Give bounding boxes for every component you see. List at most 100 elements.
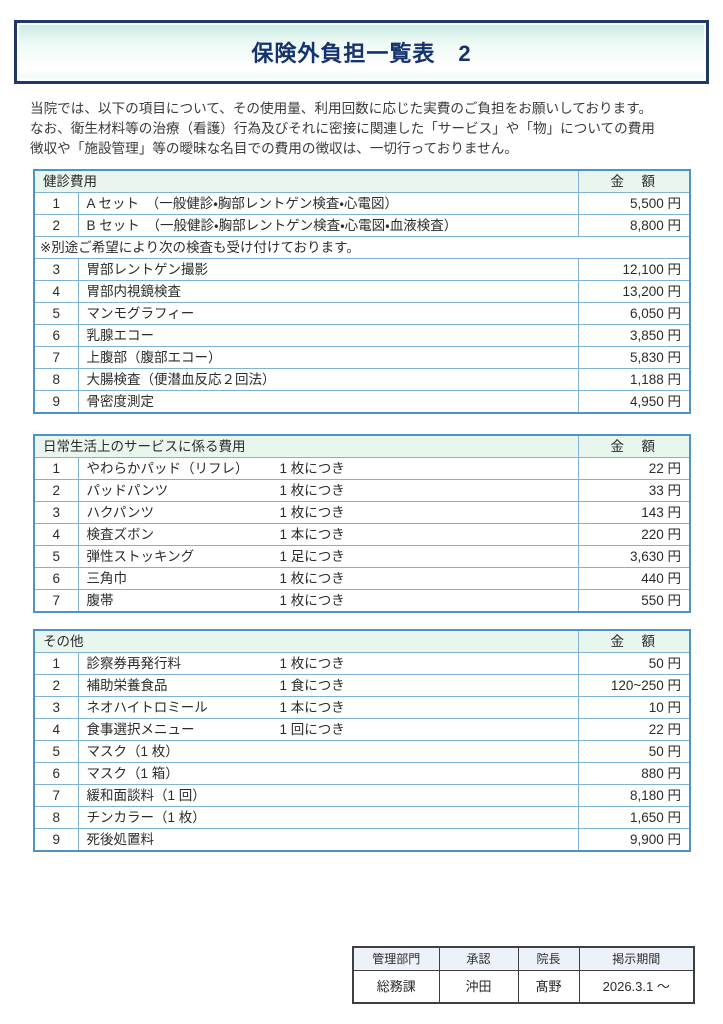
row-item: 骨密度測定 bbox=[77, 390, 579, 414]
title-banner: 保険外負担一覧表 2 bbox=[14, 20, 709, 84]
checkup-fee-table: 健診費用 金 額 1 A セット （一般健診・胸部レントゲン検査・心電図） 5,… bbox=[33, 169, 691, 414]
item-name: 弾性ストッキング bbox=[86, 549, 195, 564]
item-name: 腹帯 bbox=[86, 593, 114, 608]
item-unit: 1 本につき bbox=[279, 527, 345, 542]
row-item: マンモグラフィー bbox=[77, 302, 579, 325]
table-title: 健診費用 bbox=[33, 169, 579, 193]
table-row: 1 やわらかパッド（リフレ） 1 枚につき 22 円 bbox=[33, 457, 691, 480]
row-item: 胃部内視鏡検査 bbox=[77, 280, 579, 303]
row-amount: 13,200 円 bbox=[577, 280, 691, 303]
row-item: パッドパンツ 1 枚につき bbox=[77, 479, 579, 502]
row-number: 1 bbox=[33, 192, 79, 215]
row-number: 6 bbox=[33, 762, 79, 785]
row-amount: 50 円 bbox=[577, 740, 691, 763]
table-row: 4 胃部内視鏡検査 13,200 円 bbox=[33, 280, 691, 303]
row-amount: 3,850 円 bbox=[577, 324, 691, 347]
intro-line: 徴収や「施設管理」等の曖昧な名目での費用の徴収は、一切行っておりません。 bbox=[30, 141, 518, 156]
table-row: 5 マンモグラフィー 6,050 円 bbox=[33, 302, 691, 325]
row-amount: 5,500 円 bbox=[577, 192, 691, 215]
row-item: やわらかパッド（リフレ） 1 枚につき bbox=[77, 457, 579, 480]
item-name: 補助栄養食品 bbox=[86, 678, 168, 693]
item-name: ハクパンツ bbox=[86, 505, 155, 520]
item-name: ネオハイトロミール bbox=[86, 700, 208, 715]
row-number: 4 bbox=[33, 280, 79, 303]
row-item: 緩和面談料（1 回） bbox=[77, 784, 579, 807]
row-number: 8 bbox=[33, 368, 79, 391]
row-number: 4 bbox=[33, 523, 79, 546]
daily-service-fee-table: 日常生活上のサービスに係る費用 金 額 1 やわらかパッド（リフレ） 1 枚につき… bbox=[33, 434, 691, 613]
item-unit: 1 枚につき bbox=[279, 593, 345, 608]
row-item: 胃部レントゲン撮影 bbox=[77, 258, 579, 281]
row-number: 7 bbox=[33, 589, 79, 613]
row-amount: 22 円 bbox=[577, 718, 691, 741]
item-name: チンカラー（1 枚） bbox=[86, 810, 206, 825]
approval-period: 2026.3.1 ～ bbox=[578, 970, 695, 1004]
row-amount: 22 円 bbox=[577, 457, 691, 480]
row-item: チンカラー（1 枚） bbox=[77, 806, 579, 829]
table-row: 3 ネオハイトロミール 1 本につき 10 円 bbox=[33, 696, 691, 719]
item-name: 検査ズボン bbox=[86, 527, 155, 542]
row-amount: 9,900 円 bbox=[577, 828, 691, 852]
row-amount: 143 円 bbox=[577, 501, 691, 524]
row-amount: 220 円 bbox=[577, 523, 691, 546]
row-number: 4 bbox=[33, 718, 79, 741]
approval-header-approved: 承認 bbox=[438, 946, 519, 971]
item-unit: 1 食につき bbox=[279, 678, 345, 693]
table-row: 6 乳腺エコー 3,850 円 bbox=[33, 324, 691, 347]
item-unit: 1 本につき bbox=[279, 700, 345, 715]
table-row: 7 上腹部（腹部エコー） 5,830 円 bbox=[33, 346, 691, 369]
item-name: パッドパンツ bbox=[86, 483, 169, 498]
item-unit: 1 枚につき bbox=[279, 505, 345, 520]
row-item: B セット （一般健診・胸部レントゲン検査・心電図・血液検査） bbox=[77, 214, 579, 237]
row-number: 6 bbox=[33, 567, 79, 590]
row-amount: 1,650 円 bbox=[577, 806, 691, 829]
table-row: 1 診察券再発行料 1 枚につき 50 円 bbox=[33, 652, 691, 675]
row-number: 3 bbox=[33, 501, 79, 524]
approval-header-department: 管理部門 bbox=[352, 946, 440, 971]
row-number: 5 bbox=[33, 302, 79, 325]
table-row: 9 骨密度測定 4,950 円 bbox=[33, 390, 691, 414]
item-unit: 1 枚につき bbox=[279, 656, 345, 671]
row-number: 9 bbox=[33, 390, 79, 414]
row-item: 検査ズボン 1 本につき bbox=[77, 523, 579, 546]
row-amount: 50 円 bbox=[577, 652, 691, 675]
item-name: マスク（1 箱） bbox=[86, 766, 179, 781]
table-row: 2 パッドパンツ 1 枚につき 33 円 bbox=[33, 479, 691, 502]
approval-director-name: 髙野 bbox=[517, 970, 580, 1004]
row-item: ハクパンツ 1 枚につき bbox=[77, 501, 579, 524]
table-note-row: ※別途ご希望により次の検査も受け付けております。 bbox=[33, 236, 691, 259]
table-header-row: その他 金 額 bbox=[33, 629, 691, 653]
row-amount: 4,950 円 bbox=[577, 390, 691, 414]
item-unit: 1 回につき bbox=[279, 722, 345, 737]
amount-header: 金 額 bbox=[577, 169, 691, 193]
table-title: その他 bbox=[33, 629, 579, 653]
row-amount: 10 円 bbox=[577, 696, 691, 719]
row-item: 食事選択メニュー 1 回につき bbox=[77, 718, 579, 741]
table-row: 5 弾性ストッキング 1 足につき 3,630 円 bbox=[33, 545, 691, 568]
approval-value-row: 総務課 沖田 髙野 2026.3.1 ～ bbox=[352, 970, 695, 1004]
item-name: 診察券再発行料 bbox=[86, 656, 182, 671]
amount-header: 金 額 bbox=[577, 434, 691, 458]
table-header-row: 健診費用 金 額 bbox=[33, 169, 691, 193]
row-item: 死後処置料 bbox=[77, 828, 579, 852]
other-fee-table: その他 金 額 1 診察券再発行料 1 枚につき 50 円 2 補助栄養食品 1 食… bbox=[33, 629, 691, 852]
row-number: 2 bbox=[33, 674, 79, 697]
table-row: 2 補助栄養食品 1 食につき 120~250 円 bbox=[33, 674, 691, 697]
table-row: 9 死後処置料 9,900 円 bbox=[33, 828, 691, 852]
approval-header-row: 管理部門 承認 院長 掲示期間 bbox=[352, 946, 695, 971]
note-text: ※別途ご希望により次の検査も受け付けております。 bbox=[33, 236, 691, 259]
row-amount: 120~250 円 bbox=[577, 674, 691, 697]
table-row: 7 緩和面談料（1 回） 8,180 円 bbox=[33, 784, 691, 807]
intro-line: 当院では、以下の項目について、その使用量、利用回数に応じた実費のご負担をお願いし… bbox=[30, 101, 653, 116]
row-amount: 8,800 円 bbox=[577, 214, 691, 237]
table-title: 日常生活上のサービスに係る費用 bbox=[33, 434, 579, 458]
row-number: 1 bbox=[33, 652, 79, 675]
table-row: 3 ハクパンツ 1 枚につき 143 円 bbox=[33, 501, 691, 524]
row-item: ネオハイトロミール 1 本につき bbox=[77, 696, 579, 719]
row-number: 7 bbox=[33, 346, 79, 369]
item-unit: 1 足につき bbox=[279, 549, 345, 564]
approval-department: 総務課 bbox=[352, 970, 440, 1004]
table-row: 6 マスク（1 箱） 880 円 bbox=[33, 762, 691, 785]
item-name: 食事選択メニュー bbox=[86, 722, 195, 737]
